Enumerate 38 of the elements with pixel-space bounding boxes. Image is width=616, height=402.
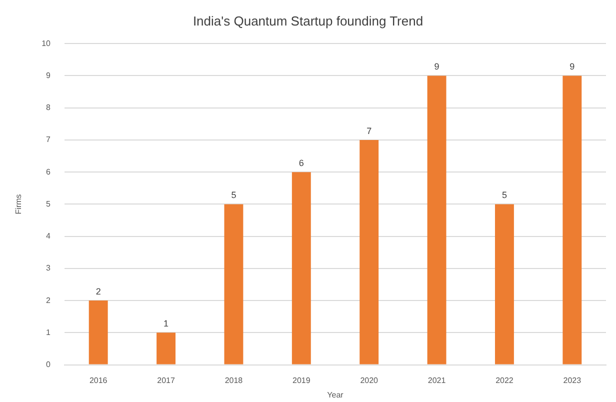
y-tick-label: 9 xyxy=(46,70,52,80)
y-tick-label: 1 xyxy=(46,328,52,337)
y-tick-label: 3 xyxy=(46,264,52,273)
y-tick-label: 0 xyxy=(46,360,52,370)
x-tick-label: 2021 xyxy=(428,376,446,385)
y-tick-label: 10 xyxy=(42,38,52,48)
bar xyxy=(494,204,514,364)
x-tick-label: 2019 xyxy=(292,376,311,385)
bar xyxy=(88,300,108,364)
x-tick-label: 2018 xyxy=(224,376,244,385)
data-label: 5 xyxy=(502,190,507,200)
y-tick-label: 6 xyxy=(46,167,52,176)
x-tick-label: 2020 xyxy=(360,376,379,385)
y-tick-label: 5 xyxy=(46,199,52,208)
data-label: 7 xyxy=(366,126,372,136)
x-tick-label: 2016 xyxy=(89,376,108,385)
y-tick-label: 7 xyxy=(46,135,52,144)
bar xyxy=(292,172,311,364)
x-tick-label: 2023 xyxy=(563,376,582,385)
data-label: 9 xyxy=(434,62,440,72)
chart-title: India's Quantum Startup founding Trend xyxy=(192,13,424,28)
bar xyxy=(224,204,244,364)
data-label: 1 xyxy=(164,318,169,329)
data-label: 9 xyxy=(570,62,575,72)
data-label: 6 xyxy=(298,158,304,168)
data-label: 2 xyxy=(96,286,101,297)
y-tick-label: 8 xyxy=(46,103,52,112)
x-tick-label: 2022 xyxy=(496,376,514,385)
bar xyxy=(156,332,176,364)
y-axis-title: Firms xyxy=(14,194,24,214)
y-tick-label: 2 xyxy=(46,296,52,305)
data-label: 5 xyxy=(231,190,236,200)
bar xyxy=(360,140,379,364)
x-tick-label: 2017 xyxy=(157,376,176,385)
x-axis-title: Year xyxy=(327,390,344,400)
y-tick-label: 4 xyxy=(46,232,52,241)
bar xyxy=(562,76,582,364)
bar xyxy=(427,76,446,364)
